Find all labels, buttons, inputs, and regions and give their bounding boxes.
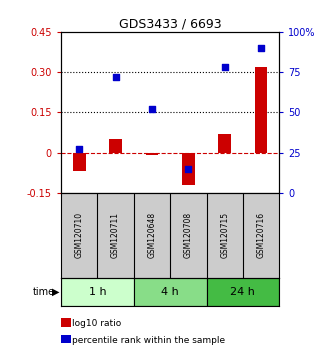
Bar (73, 153, 85, 171)
Bar (255, 67, 267, 153)
Bar (218, 134, 231, 153)
Text: GSM120710: GSM120710 (75, 212, 84, 258)
Text: GSM120648: GSM120648 (147, 212, 156, 258)
Bar (61, 278, 134, 306)
Text: 4 h: 4 h (161, 287, 179, 297)
Text: GSM120716: GSM120716 (256, 212, 265, 258)
Text: time: time (32, 287, 55, 297)
Bar (109, 139, 122, 153)
Bar (206, 278, 279, 306)
Point (149, 106, 154, 112)
Point (258, 45, 264, 51)
Text: 1 h: 1 h (89, 287, 106, 297)
Bar (182, 153, 195, 185)
Bar (134, 278, 206, 306)
Point (77, 147, 82, 152)
Title: GDS3433 / 6693: GDS3433 / 6693 (119, 18, 221, 31)
Bar (145, 153, 158, 155)
Text: log10 ratio: log10 ratio (72, 319, 121, 329)
Text: 24 h: 24 h (230, 287, 255, 297)
Text: GSM120708: GSM120708 (184, 212, 193, 258)
Text: GSM120715: GSM120715 (220, 212, 229, 258)
Text: ▶: ▶ (52, 287, 59, 297)
Text: GSM120711: GSM120711 (111, 212, 120, 258)
Point (113, 74, 118, 80)
Point (186, 166, 191, 172)
Text: percentile rank within the sample: percentile rank within the sample (72, 336, 225, 345)
Point (222, 64, 227, 70)
